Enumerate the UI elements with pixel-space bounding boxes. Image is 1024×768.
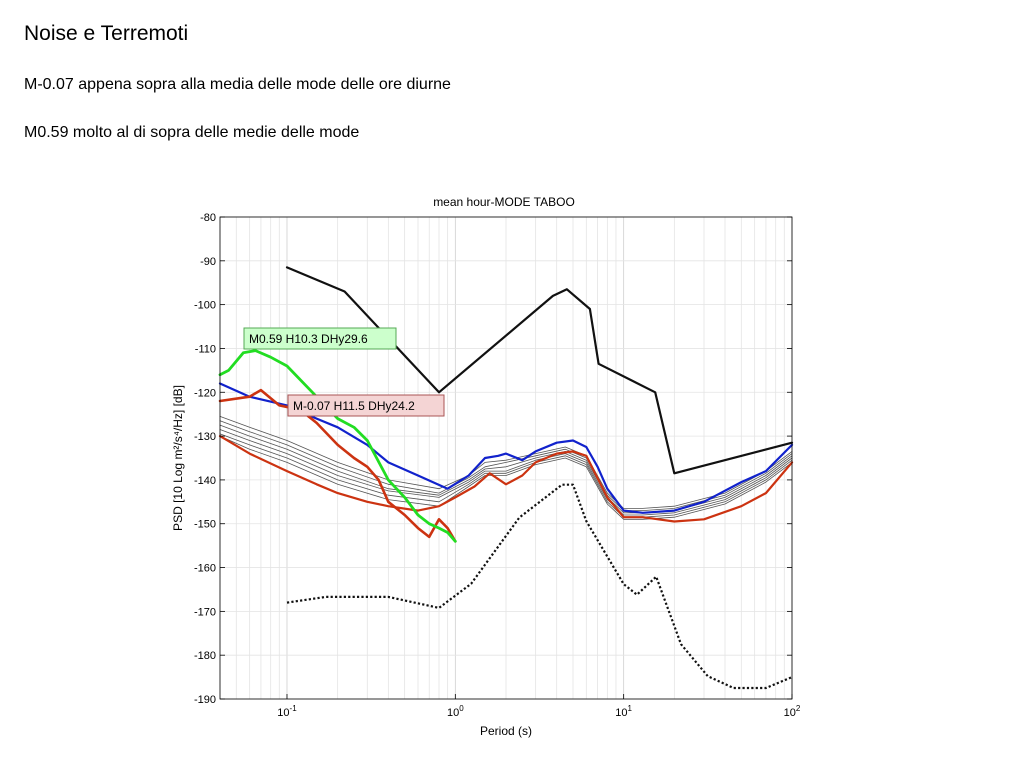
series-line-green-event-11 xyxy=(218,349,457,543)
series-line-mode-5 xyxy=(219,429,793,516)
series-line-mode-3 xyxy=(219,420,793,511)
series-line-mode-7 xyxy=(219,435,793,520)
y-tick-label: -120 xyxy=(194,387,216,399)
y-tick-label: -80 xyxy=(200,212,216,224)
grid xyxy=(219,216,793,700)
series-line-red-edge-9 xyxy=(218,435,794,523)
y-tick-label: -150 xyxy=(194,519,216,531)
x-tick-label: 100 xyxy=(447,704,464,719)
annotation-green-label: M0.59 H10.3 DHy29.6 xyxy=(249,332,368,346)
slide-title: Noise e Terremoti xyxy=(24,22,189,45)
series-line-nlnm-1 xyxy=(286,483,793,690)
slide-subtitle-2: M0.59 molto al di sopra delle medie dell… xyxy=(24,124,360,141)
y-axis-label: PSD [10 Log m²/s⁴/Hz] [dB] xyxy=(171,385,185,531)
series-group xyxy=(218,266,794,690)
annotation-green: M0.59 H10.3 DHy29.6 xyxy=(243,327,397,350)
x-tick-label: 10-1 xyxy=(277,704,297,719)
series-line-red-event-10 xyxy=(218,388,457,543)
annotation-red: M-0.07 H11.5 DHy24.2 xyxy=(287,394,445,417)
y-tick-label: -170 xyxy=(194,606,216,618)
x-axis-label: Period (s) xyxy=(480,724,532,738)
y-tick-label: -90 xyxy=(200,256,216,268)
y-tick-label: -140 xyxy=(194,475,216,487)
series-line-mode-2 xyxy=(219,416,793,509)
y-tick-label: -100 xyxy=(194,300,216,312)
y-tick-label: -110 xyxy=(195,343,216,355)
y-tick-label: -130 xyxy=(194,431,216,443)
slide-subtitle-1: M-0.07 appena sopra alla media delle mod… xyxy=(24,76,451,93)
annotation-red-box xyxy=(287,394,445,417)
x-ticks: 10-1 100 101 102 xyxy=(277,694,801,719)
y-tick-label: -160 xyxy=(194,563,216,575)
y-tick-label: -180 xyxy=(194,650,216,662)
annotation-green-box xyxy=(243,327,397,350)
y-tick-label: -190 xyxy=(194,694,216,706)
y-ticks: -80 -90 -100 -110 -120 -130 -140 -150 -160 -170 -1… xyxy=(194,212,792,706)
x-tick-label: 102 xyxy=(784,704,801,719)
plot-frame xyxy=(219,216,793,700)
series-line-blue-8 xyxy=(218,382,794,514)
annotation-red-label: M-0.07 H11.5 DHy24.2 xyxy=(293,399,415,413)
chart-title: mean hour-MODE TABOO xyxy=(433,195,575,209)
psd-chart: mean hour-MODE TABOO -80-90-100-110-120-… xyxy=(171,195,801,738)
x-tick-label: 101 xyxy=(615,704,632,719)
